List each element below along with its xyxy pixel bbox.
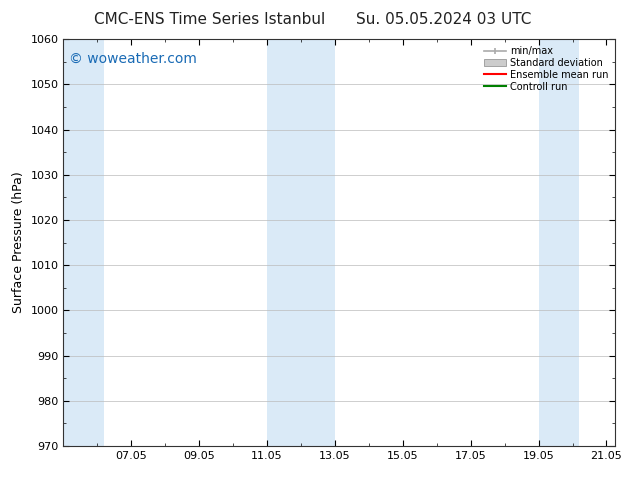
Bar xyxy=(267,39,335,446)
Bar xyxy=(63,39,104,446)
Bar xyxy=(539,39,579,446)
Y-axis label: Surface Pressure (hPa): Surface Pressure (hPa) xyxy=(12,172,25,314)
Text: Su. 05.05.2024 03 UTC: Su. 05.05.2024 03 UTC xyxy=(356,12,531,27)
Legend: min/max, Standard deviation, Ensemble mean run, Controll run: min/max, Standard deviation, Ensemble me… xyxy=(482,44,610,94)
Text: CMC-ENS Time Series Istanbul: CMC-ENS Time Series Istanbul xyxy=(94,12,325,27)
Text: © woweather.com: © woweather.com xyxy=(69,51,197,65)
